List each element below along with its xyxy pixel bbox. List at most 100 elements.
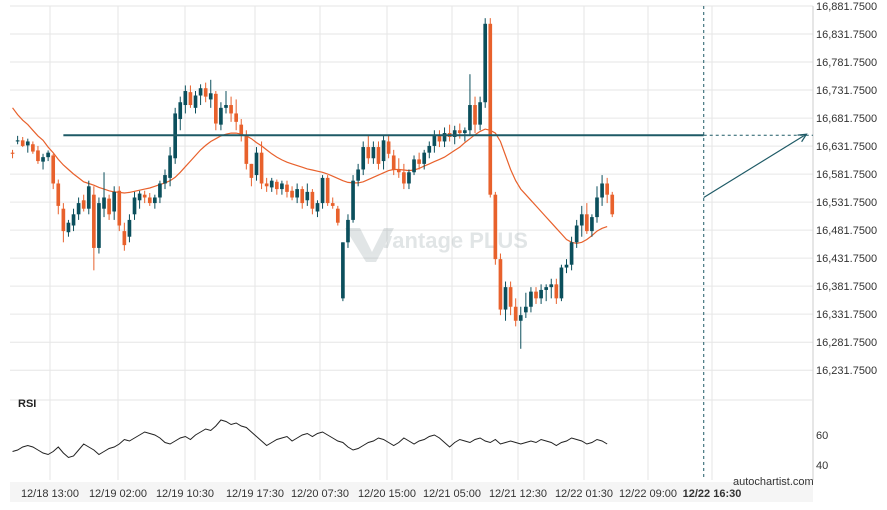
y-tick-label: 16,531.7500 xyxy=(816,197,877,209)
rsi-tick-label: 40 xyxy=(816,460,828,472)
x-axis-band xyxy=(10,482,813,502)
candle-body xyxy=(147,197,152,204)
candle-body xyxy=(290,190,294,198)
candle-body xyxy=(269,180,274,188)
candle-body xyxy=(564,264,569,268)
candle-body xyxy=(214,93,218,124)
y-tick-label: 16,731.7500 xyxy=(816,85,877,97)
candle-body xyxy=(335,208,340,223)
moving-average xyxy=(12,107,608,245)
y-tick-label: 16,881.7500 xyxy=(816,1,877,13)
y-tick-label: 16,281.7500 xyxy=(816,337,877,349)
candle-body xyxy=(163,175,167,184)
candle-body xyxy=(468,105,472,131)
ma-line xyxy=(12,107,608,245)
candle-body xyxy=(86,186,91,209)
candle-body xyxy=(524,306,528,313)
x-tick-label: 12/21 12:30 xyxy=(489,488,547,500)
candle-body xyxy=(371,147,376,159)
candle-body xyxy=(51,155,56,184)
candle-body xyxy=(102,197,106,209)
candle-body xyxy=(36,150,40,162)
watermark: vantage PLUS xyxy=(345,228,528,262)
candle-body xyxy=(518,315,523,321)
candle-body xyxy=(244,135,249,164)
candle-body xyxy=(549,284,554,288)
candle-body xyxy=(239,124,244,136)
candle-body xyxy=(356,169,360,181)
x-tick-label: 12/19 02:00 xyxy=(89,488,147,500)
candle-body xyxy=(300,189,305,204)
candle-body xyxy=(351,180,355,220)
x-tick-label: 12/18 13:00 xyxy=(21,488,79,500)
candle-body xyxy=(544,287,549,290)
candle-body xyxy=(457,130,462,134)
candle-body xyxy=(341,242,345,299)
x-tick-label: 12/20 07:30 xyxy=(291,488,349,500)
candle-body xyxy=(259,152,264,184)
vantage-logo-icon xyxy=(345,228,394,262)
candle-body xyxy=(412,159,416,173)
candle-body xyxy=(264,183,269,187)
candle-body xyxy=(488,23,493,195)
candle-body xyxy=(274,181,279,190)
candle-body xyxy=(559,267,564,299)
candle-body xyxy=(107,198,111,215)
y-tick-label: 16,631.7500 xyxy=(816,141,877,153)
y-tick-label: 16,481.7500 xyxy=(816,225,877,237)
y-tick-label: 16,331.7500 xyxy=(816,309,877,321)
candle-body xyxy=(188,92,193,106)
rsi-label: RSI xyxy=(18,398,36,410)
candle-body xyxy=(361,147,366,170)
candle-body xyxy=(427,145,432,153)
candle-body xyxy=(117,190,122,226)
candle-body xyxy=(569,242,574,265)
candle-body xyxy=(539,289,543,299)
x-tick-label: 12/21 05:00 xyxy=(423,488,481,500)
x-tick-label: 12/22 01:30 xyxy=(555,488,613,500)
candle-body xyxy=(585,214,589,232)
candle-body xyxy=(20,140,25,146)
candle-body xyxy=(15,140,20,142)
footer-brand: autochartist.com xyxy=(733,476,814,488)
x-tick-label: 12/19 17:30 xyxy=(226,488,284,500)
candle-body xyxy=(473,105,477,125)
candle-body xyxy=(463,130,467,134)
candle-body xyxy=(600,183,604,198)
y-axis: 16,881.7500 16,831.7500 16,781.7500 16,731.… xyxy=(816,1,877,377)
candle-body xyxy=(254,152,259,176)
candle-body xyxy=(310,191,315,209)
candle-body xyxy=(285,184,289,192)
candle-body xyxy=(97,203,101,248)
candle-body xyxy=(605,183,609,195)
candle-body xyxy=(529,291,533,307)
rsi-line xyxy=(12,419,608,459)
candle-body xyxy=(168,155,172,178)
candle-body xyxy=(219,107,223,125)
candle-body xyxy=(407,172,411,184)
candle-body xyxy=(386,141,391,154)
candle-body xyxy=(381,140,386,162)
candle-body xyxy=(92,194,96,248)
candle-body xyxy=(183,91,188,106)
candle-body xyxy=(325,177,330,204)
x-tick-label: 12/19 10:30 xyxy=(156,488,214,500)
candle-body xyxy=(320,177,325,204)
candle-body xyxy=(112,191,117,212)
candle-body xyxy=(579,214,584,226)
x-tick-label: 12/20 15:00 xyxy=(358,488,416,500)
candle-body xyxy=(330,203,335,206)
candle-body xyxy=(452,130,457,137)
candle-body xyxy=(493,194,498,260)
y-tick-label: 16,581.7500 xyxy=(816,169,877,181)
candle-body xyxy=(417,159,421,164)
candle-body xyxy=(554,284,559,299)
forecast-line xyxy=(703,133,807,199)
candle-body xyxy=(295,189,299,198)
candle-body xyxy=(153,197,157,204)
candle-body xyxy=(391,155,396,170)
candles xyxy=(10,18,615,349)
candle-body xyxy=(366,147,371,159)
